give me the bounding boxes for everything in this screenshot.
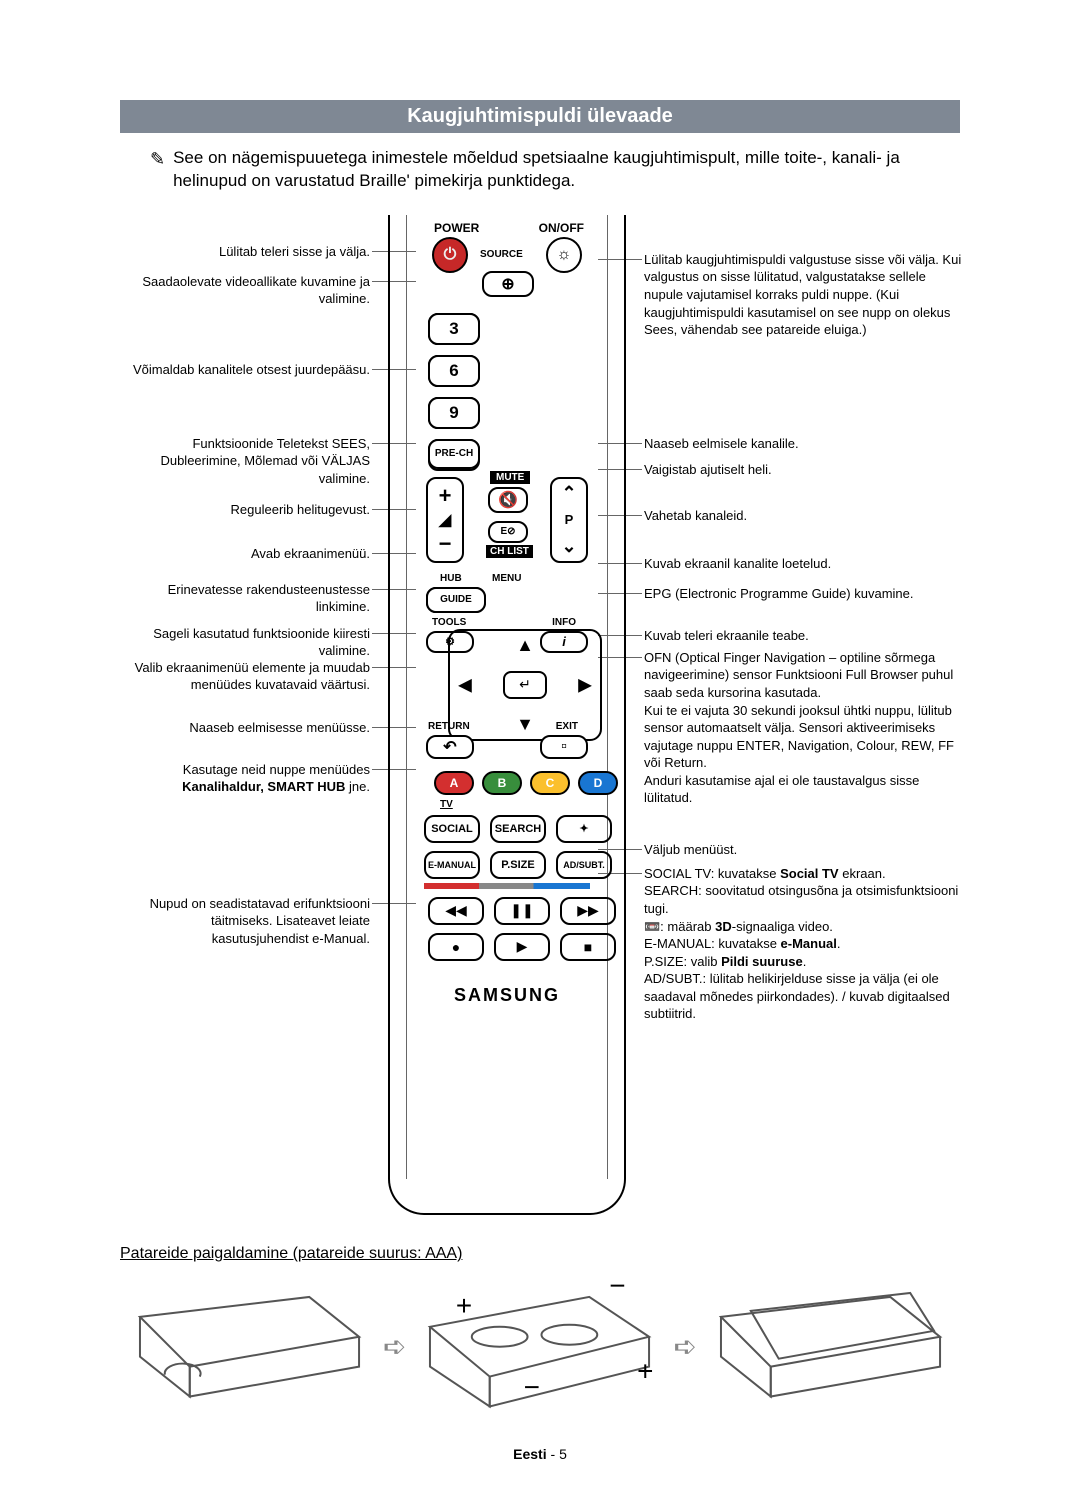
enter-button[interactable]: ↵ bbox=[503, 671, 547, 699]
chlist-label: CH LIST bbox=[486, 545, 533, 558]
right-callout: Vaigistab ajutiselt heli. bbox=[644, 461, 964, 479]
rewind-button[interactable]: ◀◀ bbox=[428, 897, 484, 925]
exit-label: EXIT bbox=[556, 721, 578, 732]
svg-text:+: + bbox=[456, 1290, 472, 1321]
light-button[interactable]: ☼ bbox=[546, 237, 582, 273]
right-callout: OFN (Optical Finger Navigation – optilin… bbox=[644, 649, 964, 807]
yellow-button[interactable]: C bbox=[530, 771, 570, 795]
blue-button[interactable]: D bbox=[578, 771, 618, 795]
mute-label: MUTE bbox=[490, 471, 530, 484]
left-callout: Lülitab teleri sisse ja välja. bbox=[120, 243, 370, 261]
prech-button[interactable]: PRE-CH bbox=[428, 439, 480, 469]
volume-rocker[interactable]: + ◢ − bbox=[426, 477, 464, 563]
source-button[interactable]: ⊕ bbox=[482, 271, 534, 297]
channel-rocker[interactable]: ⌃ P ⌄ bbox=[550, 477, 588, 563]
emanual-button[interactable]: E-MANUAL bbox=[424, 851, 480, 879]
right-callout: Naaseb eelmisele kanalile. bbox=[644, 435, 964, 453]
left-callout: Funktsioonide Teletekst SEES, Dubleerimi… bbox=[120, 435, 370, 488]
right-callout: SOCIAL TV: kuvatakse Social TV ekraan.SE… bbox=[644, 865, 964, 1023]
stop-button[interactable]: ■ bbox=[560, 933, 616, 961]
num-9[interactable]: 9 bbox=[428, 397, 480, 429]
pause-button[interactable]: ❚❚ bbox=[494, 897, 550, 925]
power-label: POWER bbox=[434, 221, 479, 235]
tv-label: TV bbox=[440, 799, 453, 810]
num-6[interactable]: 6 bbox=[428, 355, 480, 387]
left-callout: Võimaldab kanalitele otsest juurdepääsu. bbox=[120, 361, 370, 379]
social-button[interactable]: SOCIAL bbox=[424, 815, 480, 843]
left-callout: Reguleerib helitugevust. bbox=[120, 501, 370, 519]
remote-body: POWER ON/OFF ⏻ ☼ SOURCE ⊕ 1 2 3 4 5 6 7 … bbox=[388, 215, 626, 1215]
arrow-icon: ➪ bbox=[674, 1330, 697, 1363]
tools-label: TOOLS bbox=[432, 617, 466, 628]
guide-button[interactable]: GUIDE bbox=[426, 587, 486, 613]
note-icon: ✎ bbox=[150, 147, 165, 193]
color-strip bbox=[424, 883, 590, 889]
left-callout: Avab ekraanimenüü. bbox=[120, 545, 370, 563]
info-label: INFO bbox=[552, 617, 576, 628]
left-callout: Kasutage neid nuppe menüüdes Kanalihaldu… bbox=[120, 761, 370, 796]
red-button[interactable]: A bbox=[434, 771, 474, 795]
right-callout: Kuvab ekraanil kanalite loetelud. bbox=[644, 555, 964, 573]
svg-text:+: + bbox=[638, 1355, 654, 1386]
vol-up-icon: + bbox=[439, 483, 452, 509]
left-callout: Saadaolevate videoallikate kuvamine ja v… bbox=[120, 273, 370, 308]
battery-diagram: ➪ − + − + ➪ bbox=[120, 1277, 960, 1416]
dpad[interactable]: ▲ ◀ ▶ ▼ ↵ bbox=[448, 629, 602, 741]
right-callout: Vahetab kanaleid. bbox=[644, 507, 964, 525]
section-title: Kaugjuhtimispuldi ülevaade bbox=[120, 100, 960, 133]
right-callout: Väljub menüüst. bbox=[644, 841, 964, 859]
right-callout: EPG (Electronic Programme Guide) kuvamin… bbox=[644, 585, 964, 603]
right-callout: Lülitab kaugjuhtimispuldi valgustuse sis… bbox=[644, 251, 964, 339]
left-arrow-icon: ◀ bbox=[458, 674, 472, 695]
record-button[interactable]: ● bbox=[428, 933, 484, 961]
battery-heading: Patareide paigaldamine (patareide suurus… bbox=[120, 1245, 960, 1263]
vol-down-icon: − bbox=[439, 531, 452, 557]
source-label: SOURCE bbox=[480, 249, 523, 260]
left-callout: Valib ekraanimenüü elemente ja muudab me… bbox=[120, 659, 370, 694]
left-callout: Naaseb eelmisesse menüüsse. bbox=[120, 719, 370, 737]
play-button[interactable]: ▶ bbox=[494, 933, 550, 961]
psize-button[interactable]: P.SIZE bbox=[490, 851, 546, 879]
page-footer: Eesti - 5 bbox=[120, 1446, 960, 1462]
left-callout: Sageli kasutatud funktsioonide kiiresti … bbox=[120, 625, 370, 660]
eo-button[interactable]: E⊘ bbox=[488, 521, 528, 543]
brand-logo: SAMSUNG bbox=[388, 985, 626, 1006]
left-callout: Nupud on seadistatavad erifunktsiooni tä… bbox=[120, 895, 370, 948]
return-label: RETURN bbox=[428, 721, 470, 732]
battery-step3-icon bbox=[711, 1287, 950, 1407]
num-3[interactable]: 3 bbox=[428, 313, 480, 345]
braille-note: ✎ See on nägemispuuetega inimestele mõel… bbox=[150, 147, 960, 193]
ffwd-button[interactable]: ▶▶ bbox=[560, 897, 616, 925]
return-button[interactable]: ↶ bbox=[426, 735, 474, 759]
left-callout: Erinevatesse rakendusteenustesse linkimi… bbox=[120, 581, 370, 616]
remote-diagram: Lülitab teleri sisse ja välja. Saadaoleva… bbox=[120, 215, 960, 1225]
adsubt-button[interactable]: AD/SUBT. bbox=[556, 851, 612, 879]
menu-label: MENU bbox=[492, 573, 521, 584]
mute-button[interactable]: 🔇 bbox=[488, 487, 528, 513]
green-button[interactable]: B bbox=[482, 771, 522, 795]
svg-text:−: − bbox=[524, 1371, 540, 1402]
note-text: See on nägemispuuetega inimestele mõeldu… bbox=[173, 147, 960, 193]
3d-button[interactable]: ✦ bbox=[556, 815, 612, 843]
down-arrow-icon: ▼ bbox=[516, 714, 534, 735]
color-buttons: A B C D bbox=[434, 771, 618, 795]
arrow-icon: ➪ bbox=[383, 1330, 406, 1363]
ch-up-icon: ⌃ bbox=[561, 483, 576, 504]
exit-button[interactable]: ▫ bbox=[540, 735, 588, 759]
ch-down-icon: ⌄ bbox=[561, 536, 576, 557]
svg-text:−: − bbox=[610, 1277, 626, 1301]
power-button[interactable]: ⏻ bbox=[432, 237, 468, 273]
right-arrow-icon: ▶ bbox=[578, 674, 592, 695]
hub-label: HUB bbox=[440, 573, 462, 584]
battery-step2-icon: − + − + bbox=[420, 1277, 659, 1416]
right-callout: Kuvab teleri ekraanile teabe. bbox=[644, 627, 964, 645]
battery-step1-icon bbox=[130, 1287, 369, 1407]
onoff-label: ON/OFF bbox=[539, 221, 584, 235]
search-button[interactable]: SEARCH bbox=[490, 815, 546, 843]
up-arrow-icon: ▲ bbox=[516, 635, 534, 656]
